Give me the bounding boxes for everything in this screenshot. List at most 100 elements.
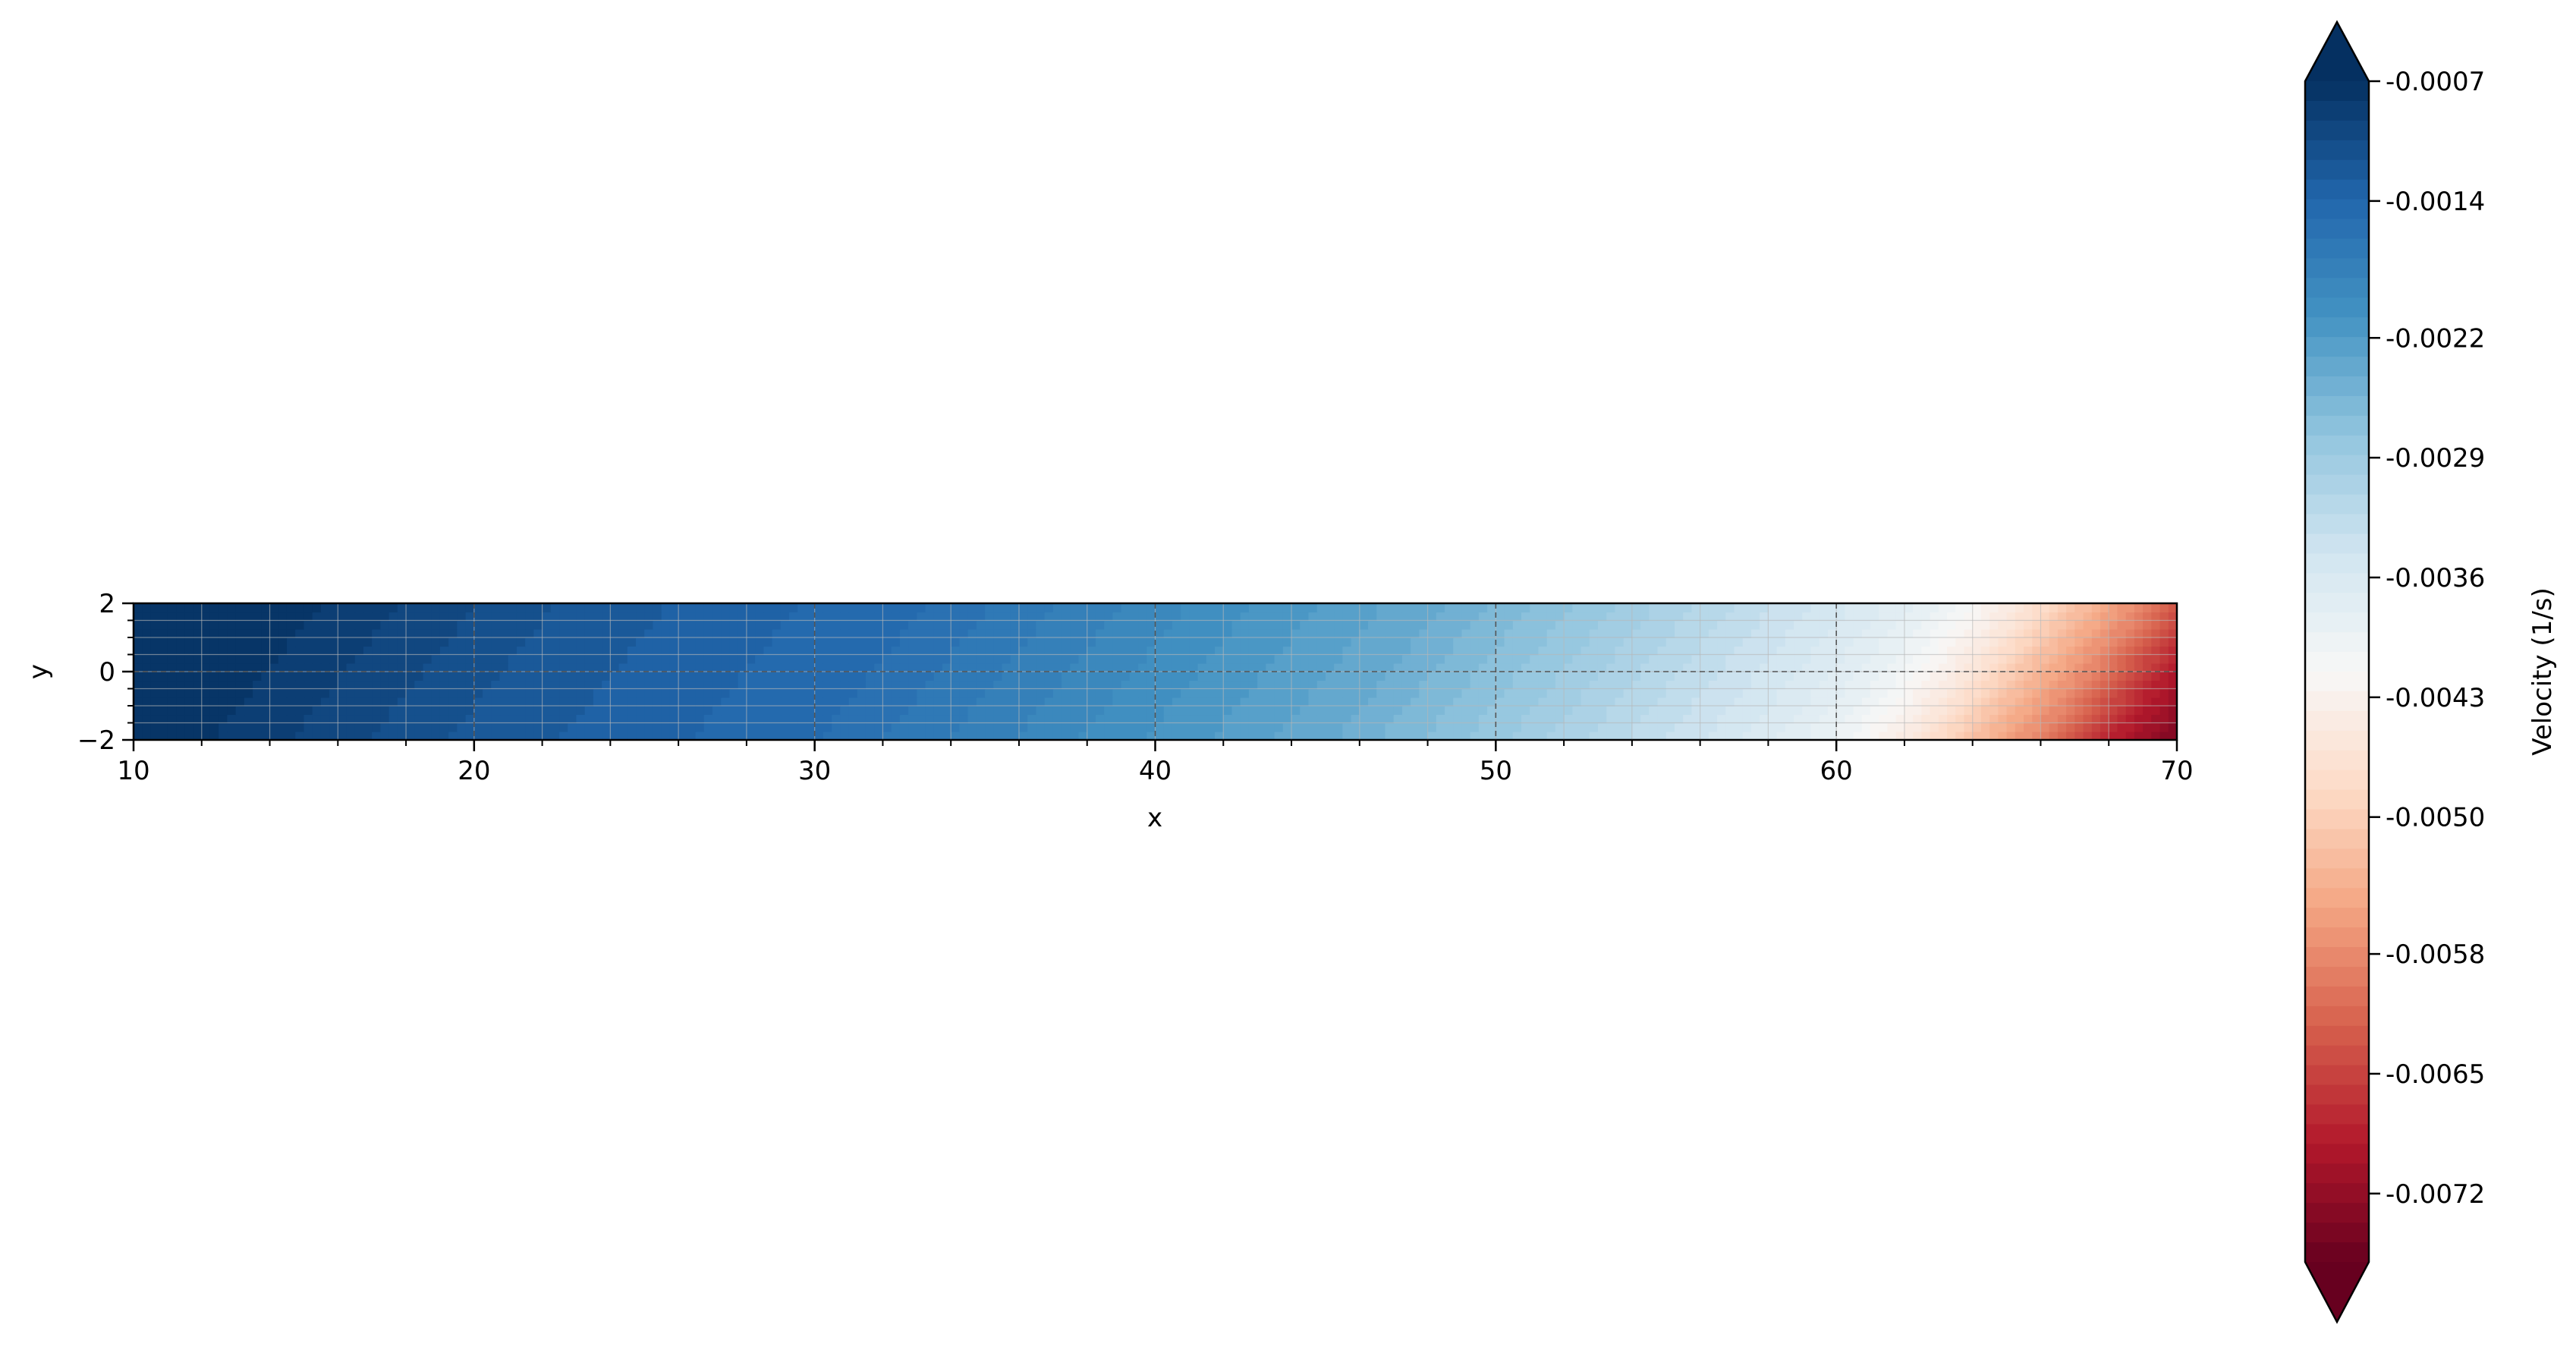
- field-cell: [278, 706, 288, 716]
- field-cell: [1691, 706, 1701, 716]
- field-cell: [312, 612, 322, 622]
- field-cell: [1776, 612, 1786, 622]
- field-cell: [483, 680, 492, 690]
- colorbar-band: [2305, 1163, 2369, 1185]
- field-cell: [1044, 662, 1054, 672]
- field-cell: [1930, 697, 1939, 707]
- field-cell: [976, 714, 986, 724]
- field-cell: [1768, 612, 1778, 622]
- field-cell: [423, 612, 432, 622]
- field-cell: [1742, 654, 1752, 664]
- field-cell: [2117, 672, 2127, 681]
- field-cell: [1895, 688, 1905, 698]
- field-cell: [1411, 620, 1420, 630]
- field-cell: [925, 714, 935, 724]
- field-cell: [2049, 722, 2059, 732]
- field-cell: [678, 714, 688, 724]
- field-cell: [1930, 722, 1939, 732]
- field-cell: [414, 603, 424, 613]
- field-cell: [388, 662, 398, 672]
- field-cell: [746, 688, 756, 698]
- field-cell: [193, 731, 203, 740]
- field-cell: [1938, 688, 1948, 698]
- field-cell: [1044, 706, 1054, 716]
- field-cell: [832, 603, 841, 613]
- field-cell: [848, 603, 858, 613]
- field-cell: [985, 603, 995, 613]
- field-cell: [1504, 654, 1514, 664]
- field-cell: [1461, 688, 1471, 698]
- field-cell: [457, 662, 467, 672]
- colorbar-band: [2305, 1203, 2369, 1223]
- field-cell: [499, 731, 509, 740]
- field-cell: [1206, 646, 1216, 656]
- field-cell: [814, 603, 824, 613]
- field-cell: [278, 672, 288, 681]
- field-cell: [134, 612, 143, 622]
- field-cell: [1546, 662, 1556, 672]
- field-cell: [134, 722, 143, 732]
- field-cell: [653, 637, 662, 647]
- field-cell: [993, 697, 1003, 707]
- field-cell: [1955, 688, 1965, 698]
- field-cell: [669, 662, 679, 672]
- field-cell: [1129, 688, 1139, 698]
- field-cell: [951, 646, 961, 656]
- field-cell: [653, 628, 662, 638]
- field-cell: [1819, 731, 1829, 740]
- field-cell: [882, 646, 892, 656]
- field-cell: [448, 706, 458, 716]
- field-cell: [346, 697, 356, 707]
- field-cell: [644, 654, 654, 664]
- field-cell: [1427, 688, 1437, 698]
- field-cell: [176, 620, 186, 630]
- field-cell: [2143, 612, 2153, 622]
- field-cell: [678, 680, 688, 690]
- field-cell: [1393, 637, 1403, 647]
- field-cell: [1316, 672, 1326, 681]
- field-cell: [1836, 662, 1846, 672]
- field-cell: [2109, 637, 2118, 647]
- field-cell: [1555, 697, 1565, 707]
- field-cell: [985, 731, 995, 740]
- field-cell: [1691, 612, 1701, 622]
- field-cell: [1487, 646, 1497, 656]
- field-cell: [814, 722, 824, 732]
- field-cell: [1750, 646, 1760, 656]
- field-cell: [1325, 731, 1335, 740]
- field-cell: [1955, 697, 1965, 707]
- field-cell: [1870, 672, 1880, 681]
- field-cell: [431, 731, 441, 740]
- field-cell: [457, 637, 467, 647]
- field-cell: [1129, 714, 1139, 724]
- field-cell: [1274, 714, 1284, 724]
- colorbar-band: [2305, 1065, 2369, 1086]
- field-cell: [1215, 722, 1225, 732]
- colorbar-band: [2305, 494, 2369, 515]
- field-cell: [1836, 672, 1846, 681]
- field-cell: [1827, 688, 1837, 698]
- field-cell: [746, 731, 756, 740]
- field-cell: [840, 688, 850, 698]
- field-cell: [209, 714, 220, 724]
- field-cell: [1359, 620, 1369, 630]
- field-cell: [618, 722, 628, 732]
- field-cell: [209, 697, 220, 707]
- field-cell: [891, 637, 901, 647]
- field-cell: [1631, 628, 1641, 638]
- field-cell: [1376, 714, 1386, 724]
- field-cell: [1146, 672, 1156, 681]
- field-cell: [874, 731, 884, 740]
- field-cell: [2074, 697, 2084, 707]
- field-cell: [1623, 731, 1633, 740]
- field-cell: [1095, 706, 1105, 716]
- field-cell: [1717, 688, 1727, 698]
- field-cell: [244, 612, 253, 622]
- field-cell: [278, 612, 288, 622]
- field-cell: [840, 620, 850, 630]
- field-cell: [380, 612, 390, 622]
- field-cell: [865, 628, 876, 638]
- field-cell: [2117, 680, 2127, 690]
- field-cell: [882, 697, 892, 707]
- field-cell: [1078, 697, 1088, 707]
